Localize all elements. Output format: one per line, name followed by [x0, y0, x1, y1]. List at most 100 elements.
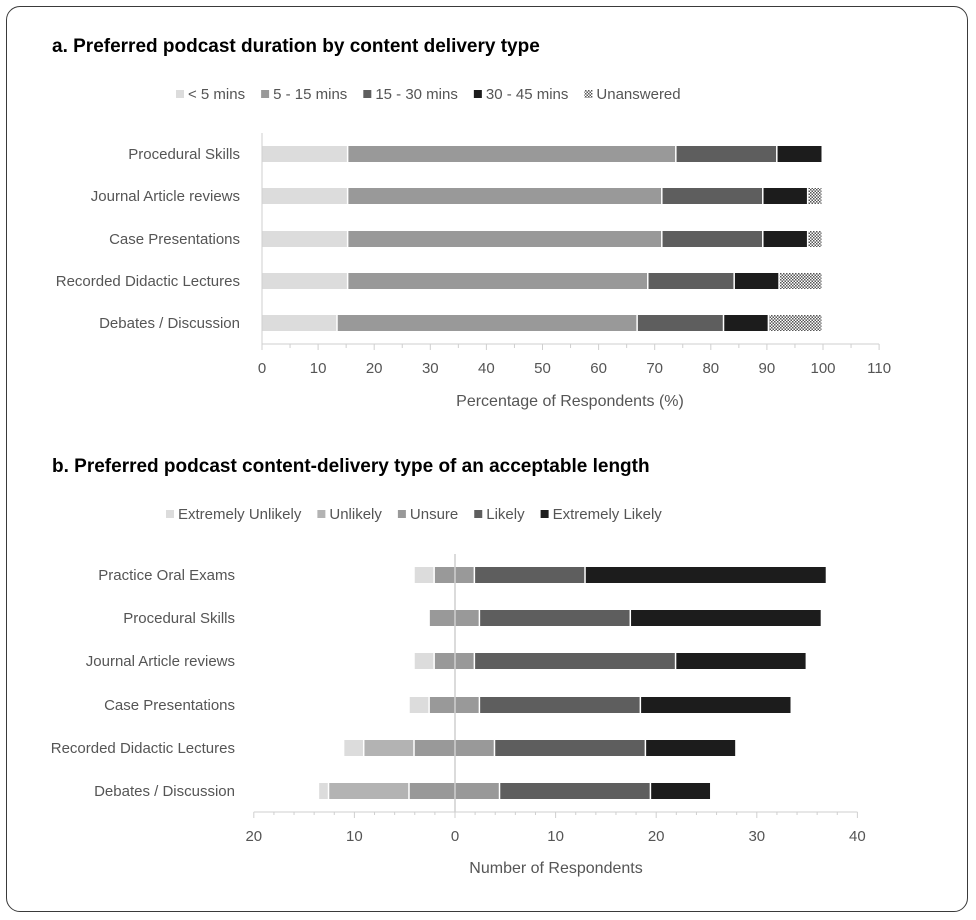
chart-a-x-tick-label-70: 70 — [646, 360, 663, 377]
chart-a-category-journal-article-reviews: Journal Article reviews — [91, 188, 240, 205]
chart-b-bar-case-presentations-extremely-likely — [641, 697, 791, 713]
chart-a-bar-debates-discussion-15-30-mins — [637, 315, 723, 331]
chart-a-legend-label-30-45-mins: 30 - 45 mins — [486, 86, 569, 103]
chart-b-bar-recorded-didactic-lectures-extremely-likely — [646, 740, 736, 756]
chart-a-legend-label-15-30-mins: 15 - 30 mins — [375, 86, 458, 103]
chart-b-legend-swatch-likely — [474, 510, 483, 518]
chart-b-bar-journal-article-reviews-extremely-likely — [676, 653, 806, 669]
chart-b-x-tick-label-6: 40 — [849, 828, 866, 845]
chart-b-legend-swatch-extremely-likely — [540, 510, 549, 518]
chart-a-category-recorded-didactic-lectures: Recorded Didactic Lectures — [56, 273, 240, 290]
chart-a-x-tick-label-100: 100 — [810, 360, 835, 377]
chart-a-bar-procedural-skills-15-30-mins — [676, 146, 777, 162]
chart-b-category-journal-article-reviews: Journal Article reviews — [86, 653, 235, 670]
chart-b-legend-swatch-unsure — [397, 510, 406, 518]
chart-b-legend-label-unlikely: Unlikely — [329, 506, 382, 523]
chart-a-bar-recorded-didactic-lectures-30-45-mins — [734, 273, 779, 289]
chart-b-category-case-presentations: Case Presentations — [104, 697, 235, 714]
chart-b-bar-recorded-didactic-lectures-unlikely — [364, 740, 414, 756]
chart-b: b. Preferred podcast content-delivery ty… — [51, 456, 866, 877]
chart-a-x-tick-label-90: 90 — [759, 360, 776, 377]
chart-b-bar-case-presentations-extremely-unlikely — [409, 697, 429, 713]
chart-b-bar-debates-discussion-likely — [500, 783, 650, 799]
chart-b-legend-label-extremely-unlikely: Extremely Unlikely — [178, 506, 302, 523]
chart-b-bar-debates-discussion-extremely-likely — [651, 783, 711, 799]
chart-b-bar-recorded-didactic-lectures-likely — [495, 740, 645, 756]
chart-a-bar-case-presentations-15-30-mins — [662, 231, 763, 247]
chart-b-title: b. Preferred podcast content-delivery ty… — [52, 456, 650, 477]
chart-a-bar-recorded-didactic-lectures-5-mins — [262, 273, 347, 289]
chart-a-category-case-presentations: Case Presentations — [109, 231, 240, 248]
chart-a-bar-journal-article-reviews-15-30-mins — [662, 188, 763, 204]
chart-a-x-tick-label-0: 0 — [258, 360, 266, 377]
chart-b-bar-debates-discussion-extremely-unlikely — [319, 783, 328, 799]
chart-a-x-tick-label-60: 60 — [590, 360, 607, 377]
chart-a-bar-recorded-didactic-lectures-unanswered — [779, 273, 822, 289]
chart-a-legend-swatch-5-15-mins — [261, 90, 270, 98]
chart-b-bar-case-presentations-likely — [480, 697, 640, 713]
chart-a-bar-case-presentations-30-45-mins — [763, 231, 807, 247]
chart-a-x-tick-label-50: 50 — [534, 360, 551, 377]
chart-b-x-axis-title: Number of Respondents — [469, 860, 642, 877]
chart-a-x-tick-label-80: 80 — [702, 360, 719, 377]
chart-a-x-axis-title: Percentage of Respondents (%) — [456, 393, 684, 410]
chart-b-x-tick-label-0: 20 — [245, 828, 262, 845]
chart-a-bar-case-presentations-5-15-mins — [348, 231, 662, 247]
chart-b-category-labels: Practice Oral Exams Procedural Skills Jour… — [51, 567, 235, 800]
chart-a-bar-debates-discussion-5-15-mins — [337, 315, 637, 331]
chart-a-x-tick-label-40: 40 — [478, 360, 495, 377]
chart-a-bar-journal-article-reviews-5-mins — [262, 188, 347, 204]
chart-a-x-tick-label-20: 20 — [366, 360, 383, 377]
chart-b-x-tick-label-1: 10 — [346, 828, 363, 845]
chart-a-legend-swatch-15-30-mins — [363, 90, 372, 98]
chart-a-bar-journal-article-reviews-unanswered — [808, 188, 822, 204]
chart-a-bar-case-presentations-5-mins — [262, 231, 347, 247]
chart-a-bar-procedural-skills-30-45-mins — [777, 146, 822, 162]
chart-b-bar-journal-article-reviews-likely — [475, 653, 675, 669]
chart-a-legend-swatch-unanswered — [584, 90, 593, 98]
chart-a-category-procedural-skills: Procedural Skills — [128, 146, 240, 163]
chart-b-bar-procedural-skills-likely — [480, 610, 630, 626]
chart-b-x-tick-label-4: 20 — [648, 828, 665, 845]
chart-a-x-tick-label-30: 30 — [422, 360, 439, 377]
chart-b-legend-label-extremely-likely: Extremely Likely — [553, 506, 663, 523]
chart-b-bar-practice-oral-exams-extremely-unlikely — [414, 567, 434, 583]
chart-b-bar-procedural-skills-extremely-likely — [631, 610, 821, 626]
chart-a-legend-label-unanswered: Unanswered — [596, 86, 680, 103]
chart-a-title: a. Preferred podcast duration by content… — [52, 36, 540, 57]
chart-b-bar-journal-article-reviews-extremely-unlikely — [414, 653, 434, 669]
chart-b-legend-swatch-extremely-unlikely — [166, 510, 174, 518]
chart-a-bar-recorded-didactic-lectures-15-30-mins — [648, 273, 734, 289]
chart-a-legend-swatch-30-45-mins — [473, 90, 482, 98]
chart-b-x-axis: 20 10 0 10 20 30 40 — [245, 554, 866, 845]
chart-b-bar-recorded-didactic-lectures-extremely-unlikely — [344, 740, 363, 756]
chart-a-legend-label-5-mins: < 5 mins — [188, 86, 245, 103]
chart-b-category-procedural-skills: Procedural Skills — [123, 610, 235, 627]
chart-b-category-practice-oral-exams: Practice Oral Exams — [98, 567, 235, 584]
chart-b-legend-label-likely: Likely — [486, 506, 525, 523]
chart-a-bar-recorded-didactic-lectures-5-15-mins — [348, 273, 648, 289]
chart-b-bar-practice-oral-exams-likely — [475, 567, 585, 583]
chart-a-x-axis: 0 10 20 30 40 50 60 70 80 90 100 110 — [258, 133, 891, 377]
chart-b-bar-practice-oral-exams-extremely-likely — [585, 567, 826, 583]
chart-a-legend-swatch-5-mins — [176, 90, 184, 98]
chart-a-bar-debates-discussion-unanswered — [769, 315, 822, 331]
chart-a-category-debates-discussion: Debates / Discussion — [99, 315, 240, 332]
chart-b-x-tick-label-2: 0 — [451, 828, 459, 845]
chart-a-bar-journal-article-reviews-30-45-mins — [763, 188, 807, 204]
chart-b-bars — [319, 567, 826, 799]
chart-b-category-debates-discussion: Debates / Discussion — [94, 783, 235, 800]
chart-b-x-tick-label-3: 10 — [547, 828, 564, 845]
chart-a-category-labels: Procedural Skills Journal Article reviews… — [56, 146, 240, 332]
chart-a-legend-label-5-15-mins: 5 - 15 mins — [273, 86, 347, 103]
chart-a-bars — [262, 146, 822, 331]
chart-a-bar-debates-discussion-5-mins — [262, 315, 337, 331]
chart-a-x-tick-label-10: 10 — [310, 360, 327, 377]
chart-b-category-recorded-didactic-lectures: Recorded Didactic Lectures — [51, 740, 235, 757]
chart-b-x-tick-label-5: 30 — [748, 828, 765, 845]
chart-a-bar-case-presentations-unanswered — [808, 231, 822, 247]
chart-a: a. Preferred podcast duration by content… — [52, 36, 891, 410]
chart-b-bar-debates-discussion-unlikely — [329, 783, 409, 799]
chart-b-legend-swatch-unlikely — [317, 510, 326, 518]
